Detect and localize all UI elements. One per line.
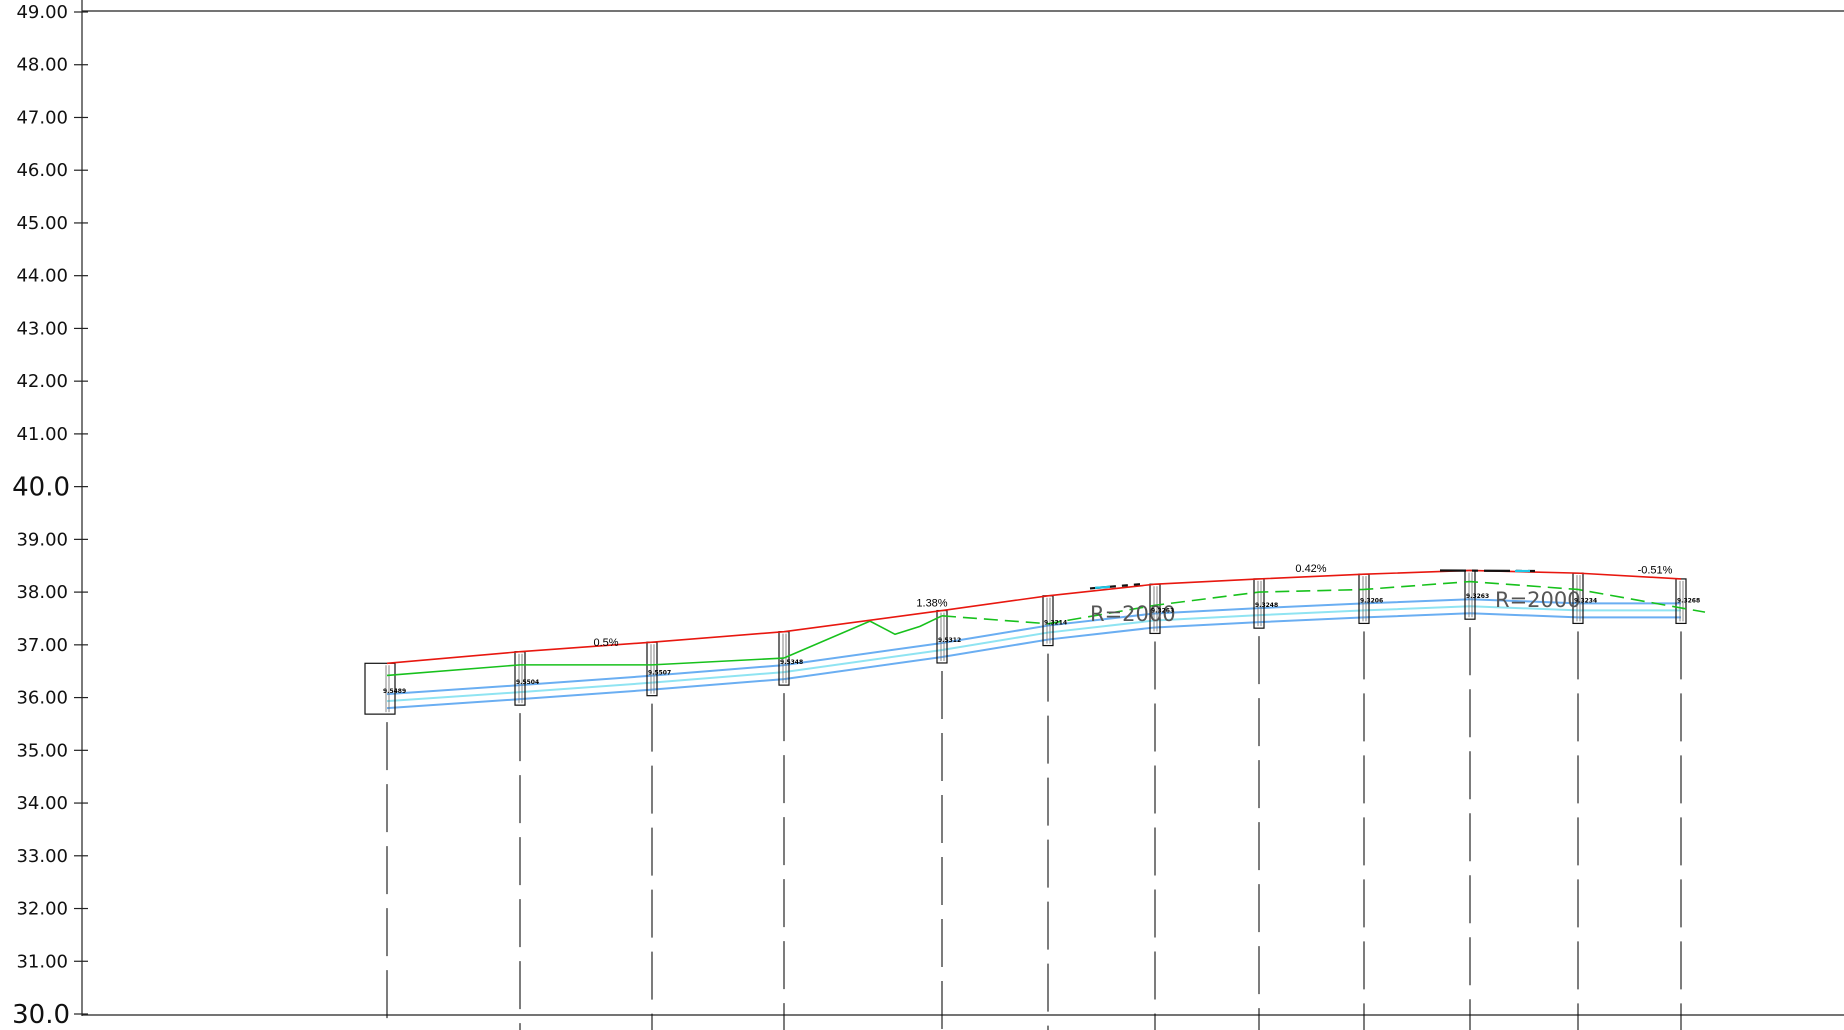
vertical-curve-label: R=2000 bbox=[1495, 588, 1581, 612]
grade-label: 1.38% bbox=[916, 597, 947, 609]
annotation-labels: 0.5% 1.38% 0.42% -0.51% R=2000 R=2000 9.5489 9.… bbox=[383, 563, 1700, 695]
pipe-elevation-label: 9.3214 bbox=[1044, 620, 1067, 627]
grade-label: 0.5% bbox=[593, 637, 618, 649]
y-tick-label: 30.0 bbox=[12, 1000, 70, 1030]
y-tick-label: 48.00 bbox=[16, 55, 68, 76]
y-tick-label: 39.00 bbox=[16, 529, 68, 550]
pipe-bottom-line bbox=[386, 612, 1681, 710]
y-tick-label: 45.00 bbox=[16, 213, 68, 234]
pipe-elevation-label: 9.3263 bbox=[1466, 593, 1489, 600]
ground-line-solid bbox=[386, 657, 785, 677]
y-tick-label: 43.00 bbox=[16, 318, 68, 339]
pipe-elevation-label: 9.3268 bbox=[1677, 597, 1700, 604]
pipe-elevation-label: 9.5312 bbox=[938, 637, 961, 644]
pipe-elevation-label: 9.3234 bbox=[1574, 597, 1597, 604]
vertical-curve-highlight bbox=[1094, 585, 1111, 589]
design-profile bbox=[386, 569, 1682, 665]
y-tick-label: 31.00 bbox=[16, 951, 68, 972]
y-tick-label: 37.00 bbox=[16, 635, 68, 656]
y-tick-label: 46.00 bbox=[16, 160, 68, 181]
pipe-top-line bbox=[386, 598, 1681, 696]
station-lines bbox=[386, 627, 1682, 1030]
y-tick-label: 32.00 bbox=[16, 899, 68, 920]
pipe-elevation-label: 9.3248 bbox=[1255, 602, 1278, 609]
pipe-elevation-label: 9.5507 bbox=[648, 670, 671, 677]
pipe-profile bbox=[364, 569, 1687, 715]
y-tick-label: 34.00 bbox=[16, 793, 68, 814]
y-tick-label: 40.0 bbox=[12, 473, 70, 503]
pipe-elevation-label: 9.5489 bbox=[383, 688, 406, 695]
y-tick-label: 44.00 bbox=[16, 266, 68, 287]
pipe-elevation-label: 9.5348 bbox=[780, 659, 803, 666]
y-tick-label: 47.00 bbox=[16, 107, 68, 128]
pipe-elevation-label: 9.5504 bbox=[516, 679, 539, 686]
y-tick-label: 42.00 bbox=[16, 371, 68, 392]
ground-profile bbox=[386, 580, 1706, 677]
vertical-curve-label: R=2000 bbox=[1090, 602, 1176, 626]
pipe-elevation-label: 9.3263 bbox=[1151, 607, 1174, 614]
pipe-elevation-label: 9.3206 bbox=[1360, 597, 1383, 604]
y-tick-label: 41.00 bbox=[16, 424, 68, 445]
y-tick-label: 35.00 bbox=[16, 740, 68, 761]
manhole-box bbox=[364, 662, 396, 715]
y-tick-label: 36.00 bbox=[16, 688, 68, 709]
ground-line-detail bbox=[783, 615, 943, 659]
grade-label: 0.42% bbox=[1295, 563, 1326, 575]
grade-label: -0.51% bbox=[1638, 565, 1673, 577]
y-tick-label: 33.00 bbox=[16, 846, 68, 867]
design-grade-line bbox=[386, 569, 1682, 665]
y-tick-label: 49.00 bbox=[16, 2, 68, 23]
pipe-middle-line bbox=[386, 605, 1681, 703]
y-axis-ticks: 49.00 48.00 47.00 46.00 45.00 44.00 43.00 42.00… bbox=[12, 2, 88, 1030]
ground-line-dashed bbox=[941, 580, 1706, 625]
y-tick-label: 38.00 bbox=[16, 582, 68, 603]
